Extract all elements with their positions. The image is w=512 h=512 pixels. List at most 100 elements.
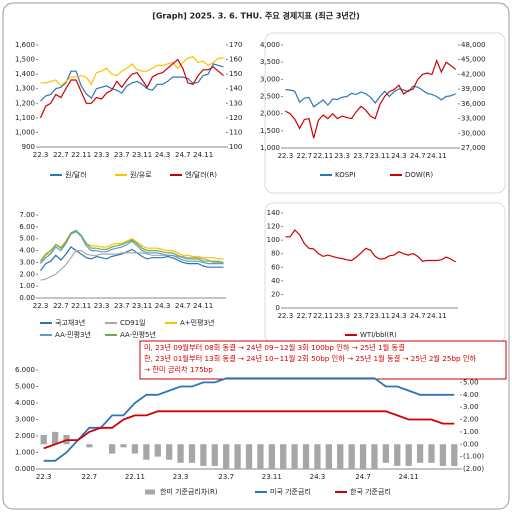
x-tick-label: 22.3 bbox=[278, 152, 294, 160]
y-tick-label: 4.00 bbox=[19, 247, 35, 255]
y-tick-label: 140 bbox=[267, 209, 280, 217]
series-line bbox=[40, 56, 224, 87]
y-tick-label: 0 bbox=[276, 304, 280, 312]
series-line bbox=[40, 250, 224, 281]
x-tick-label: 24.7 bbox=[175, 151, 191, 159]
x-tick-label: 24.11 bbox=[427, 312, 447, 320]
y-tick-label: 100 bbox=[267, 236, 280, 244]
x-tick-label: 23.11 bbox=[370, 312, 390, 320]
y-tick-label: 2,000 bbox=[260, 110, 280, 118]
y2-tick-label: 110 bbox=[229, 128, 242, 136]
x-tick-label: 24.7 bbox=[355, 473, 371, 481]
x-tick-label: 23.7 bbox=[114, 151, 130, 159]
y2-tick-label: 140 bbox=[229, 85, 242, 93]
y2-tick-label: 130 bbox=[229, 99, 242, 107]
x-tick-label: 22.11 bbox=[313, 312, 333, 320]
x-tick-label: 24.7 bbox=[410, 152, 426, 160]
x-tick-label: 24.11 bbox=[193, 151, 213, 159]
x-tick-label: 24.7 bbox=[175, 302, 191, 310]
bar bbox=[268, 444, 275, 469]
y2-tick-label: 3.00 bbox=[463, 403, 479, 411]
legend-label: 원/유로 bbox=[130, 170, 152, 179]
bar bbox=[223, 444, 230, 469]
y-tick-label: 2.000 bbox=[15, 432, 35, 440]
bar bbox=[394, 444, 401, 466]
x-tick-label: 22.3 bbox=[278, 312, 294, 320]
bar bbox=[428, 444, 435, 463]
y2-tick-label: (1.00) bbox=[463, 453, 484, 461]
x-tick-label: 24.3 bbox=[391, 312, 407, 320]
bar bbox=[371, 444, 378, 469]
legend-label: AA-민평3년 bbox=[55, 330, 91, 339]
x-tick-label: 22.11 bbox=[313, 152, 333, 160]
y2-tick-label: 170 bbox=[229, 41, 242, 49]
x-tick-label: 24.3 bbox=[155, 151, 171, 159]
y-tick-label: 120 bbox=[267, 223, 280, 231]
y-tick-label: 1,000 bbox=[260, 144, 280, 152]
legend-label: AA-민평5년 bbox=[120, 330, 156, 339]
x-tick-label: 22.3 bbox=[33, 302, 49, 310]
x-tick-label: 23.7 bbox=[353, 152, 369, 160]
y2-tick-label: 0.00 bbox=[463, 440, 479, 448]
y-tick-label: 1,100 bbox=[15, 114, 35, 122]
x-tick-label: 24.11 bbox=[399, 473, 419, 481]
annotation-box bbox=[139, 340, 507, 380]
x-tick-label: 24.11 bbox=[193, 302, 213, 310]
y2-tick-label: 39,000 bbox=[461, 85, 486, 93]
bar bbox=[291, 444, 298, 469]
x-tick-label: 23.3 bbox=[94, 151, 110, 159]
x-tick-label: 22.11 bbox=[125, 473, 145, 481]
x-tick-label: 23.3 bbox=[173, 473, 189, 481]
y-tick-label: 1,000 bbox=[15, 128, 35, 136]
bar bbox=[200, 444, 207, 466]
y-tick-label: 1,200 bbox=[15, 99, 35, 107]
x-tick-label: 23.11 bbox=[132, 302, 152, 310]
y-tick-label: 1,300 bbox=[15, 85, 35, 93]
y-tick-label: 7.00 bbox=[19, 211, 35, 219]
x-tick-label: 23.3 bbox=[334, 312, 350, 320]
x-tick-label: 23.11 bbox=[262, 473, 282, 481]
y-tick-label: 6.00 bbox=[19, 223, 35, 231]
x-tick-label: 24.3 bbox=[310, 473, 326, 481]
series-line bbox=[285, 59, 456, 139]
x-tick-label: 23.3 bbox=[94, 302, 110, 310]
x-tick-label: 24.7 bbox=[410, 312, 426, 320]
x-tick-label: 22.3 bbox=[33, 151, 49, 159]
legend-swatch bbox=[145, 489, 155, 495]
bar bbox=[40, 434, 47, 445]
panel bbox=[264, 32, 506, 194]
y-tick-label: 3,000 bbox=[260, 75, 280, 83]
y2-tick-label: 2.00 bbox=[463, 416, 479, 424]
y2-tick-label: 30,000 bbox=[461, 129, 486, 137]
bar bbox=[143, 444, 150, 460]
y-tick-label: 2,500 bbox=[260, 93, 280, 101]
x-tick-label: 22.7 bbox=[53, 151, 69, 159]
y2-tick-label: 48,000 bbox=[461, 41, 486, 49]
bar bbox=[131, 444, 139, 454]
annotation: → 한미 금리차 175bp bbox=[144, 365, 213, 374]
y-tick-label: 60 bbox=[271, 263, 280, 271]
y-tick-label: 4,000 bbox=[260, 41, 280, 49]
bar bbox=[166, 444, 173, 460]
legend-label: KOSPI bbox=[335, 171, 355, 179]
legend-label: 엔/달러(R) bbox=[185, 170, 217, 179]
x-tick-label: 22.7 bbox=[53, 302, 69, 310]
y-tick-label: 5.000 bbox=[15, 383, 35, 391]
x-tick-label: 23.11 bbox=[132, 151, 152, 159]
x-tick-label: 22.11 bbox=[71, 302, 91, 310]
x-tick-label: 23.7 bbox=[114, 302, 130, 310]
x-tick-label: 22.7 bbox=[296, 312, 312, 320]
bar bbox=[302, 444, 310, 469]
y-tick-label: 1.000 bbox=[15, 449, 35, 457]
y2-tick-label: 150 bbox=[229, 70, 242, 78]
y-tick-label: 900 bbox=[22, 143, 35, 151]
bar bbox=[348, 444, 355, 469]
y2-tick-label: 27,000 bbox=[461, 144, 486, 152]
y2-tick-label: 120 bbox=[229, 114, 242, 122]
legend-label: 한국 기준금리 bbox=[350, 487, 391, 496]
bar bbox=[325, 444, 332, 469]
x-tick-label: 22.7 bbox=[296, 152, 312, 160]
y-tick-label: 3.00 bbox=[19, 258, 35, 266]
series-line bbox=[40, 246, 224, 272]
